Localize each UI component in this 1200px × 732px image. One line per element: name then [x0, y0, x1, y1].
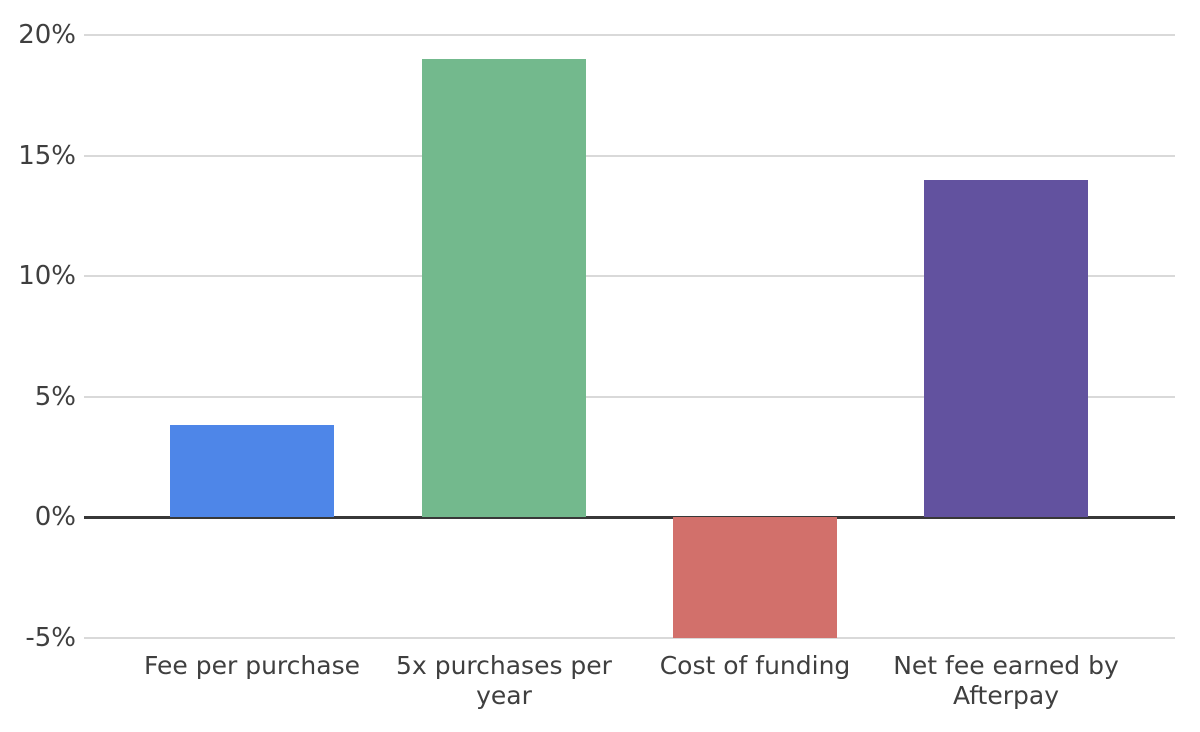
gridline-20pct: [84, 34, 1175, 36]
y-axis-tick-label: -5%: [25, 622, 76, 653]
x-axis-category-label: Net fee earned by Afterpay: [893, 651, 1119, 710]
y-axis-tick-label: 20%: [18, 20, 76, 50]
gridline-15pct: [84, 154, 1175, 157]
bar-5x-purchases-per-year: [422, 59, 586, 517]
x-axis-category-label: Fee per purchase: [144, 651, 360, 680]
bar-net-fee-earned-by-afterpay: [924, 179, 1088, 517]
gridline-5pct: [84, 395, 1175, 398]
gridline--5pct: [84, 636, 1175, 639]
y-axis-tick-label: 15%: [18, 140, 76, 171]
y-axis-tick-label: 10%: [18, 261, 76, 291]
zero-baseline: [84, 515, 1175, 519]
x-axis-category-label: 5x purchases per year: [396, 651, 612, 710]
y-axis-tick-label: 0%: [34, 502, 76, 532]
bar-cost-of-funding: [673, 517, 837, 638]
y-axis-tick-label: 5%: [34, 381, 76, 412]
bar-fee-per-purchase: [170, 425, 334, 517]
gridline-10pct: [84, 275, 1175, 277]
x-axis-category-label: Cost of funding: [659, 651, 851, 680]
